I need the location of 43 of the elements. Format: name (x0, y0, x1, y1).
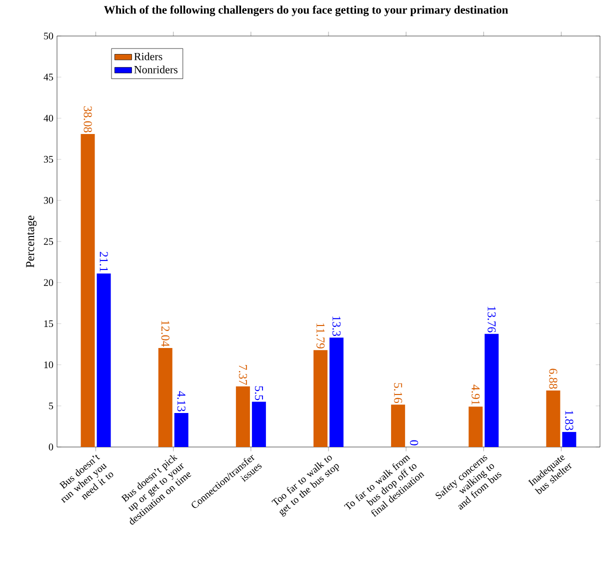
bar (562, 432, 576, 447)
bar (236, 386, 250, 447)
data-label: 13.76 (488, 306, 496, 332)
data-label: 7.37 (238, 365, 247, 385)
data-label: 21.1 (100, 252, 108, 272)
bar (546, 390, 560, 447)
data-label: 38.08 (84, 106, 92, 132)
legend-label: Nonriders (134, 66, 178, 74)
y-tick-label: 5 (49, 402, 54, 410)
bar (314, 350, 328, 447)
y-tick-label: 35 (44, 156, 54, 163)
bar (252, 402, 266, 447)
data-label: 5.5 (254, 386, 263, 400)
bar (80, 134, 95, 447)
y-tick-label: 25 (44, 238, 54, 245)
bar (468, 406, 483, 447)
bar (174, 413, 188, 447)
y-tick-label: 30 (44, 197, 54, 204)
bar (391, 404, 406, 447)
data-label: 1.83 (565, 410, 574, 430)
y-tick-label: 50 (44, 32, 54, 40)
data-label: 6.88 (549, 368, 558, 389)
data-label: 4.13 (177, 391, 186, 412)
y-tick-label: 40 (44, 114, 54, 122)
data-label: 11.79 (316, 323, 325, 348)
y-tick-label: 0 (48, 444, 54, 450)
bar (330, 338, 344, 447)
bar (96, 274, 111, 447)
bar (158, 348, 172, 447)
data-label: 13.3 (332, 316, 341, 336)
chart-title: Which of the following challengers do you face getting to your primary destination (104, 6, 508, 16)
y-tick-label: 45 (44, 74, 54, 80)
y-tick-label: 15 (44, 320, 54, 328)
legend-label: Riders (134, 52, 162, 60)
data-label: 12.04 (161, 320, 170, 347)
data-label: 0 (410, 440, 418, 446)
data-label: 5.16 (394, 383, 402, 404)
x-tick-label: Too far to walk to get to the bus stop (271, 456, 340, 517)
y-tick-label: 20 (44, 279, 54, 286)
y-axis-title: Percentage (26, 216, 37, 268)
y-tick-label: 10 (44, 361, 54, 368)
bar (484, 334, 499, 447)
data-label: 4.91 (472, 384, 480, 405)
